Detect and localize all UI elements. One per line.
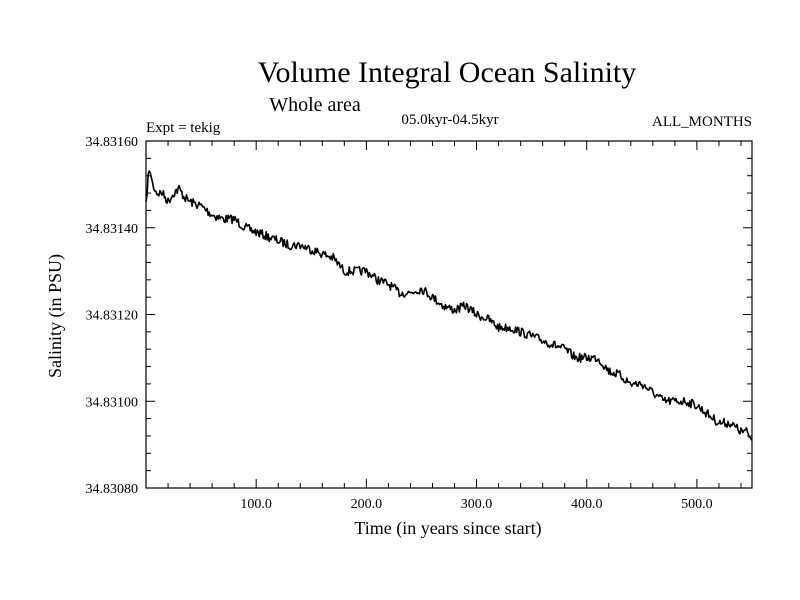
y-tick-label: 34.83120 [86, 309, 139, 324]
expt-label: Expt = tekig [146, 120, 221, 136]
y-tick-label: 34.83080 [86, 482, 139, 497]
x-axis-label: Time (in years since start) [354, 518, 541, 539]
y-tick-label: 34.83160 [86, 135, 139, 150]
chart-title: Volume Integral Ocean Salinity [258, 56, 637, 89]
x-tick-label: 100.0 [240, 497, 272, 512]
y-axis-label: Salinity (in PSU) [45, 254, 66, 378]
months-label: ALL_MONTHS [652, 114, 752, 130]
chart-subtitle: Whole area [269, 94, 361, 116]
axis-ticks [146, 141, 752, 488]
series-layer [145, 170, 753, 441]
plot-frame [145, 140, 753, 489]
salinity-series-line [145, 170, 753, 441]
x-tick-label: 400.0 [571, 497, 603, 512]
x-tick-label: 200.0 [351, 497, 383, 512]
tick-labels: 100.0 200.0 300.0 400.0 500.0 34.83080 34.8310… [86, 135, 713, 512]
x-tick-label: 300.0 [461, 497, 493, 512]
period-label: 05.0kyr-04.5kyr [401, 112, 498, 128]
y-tick-label: 34.83100 [86, 395, 139, 410]
x-tick-label: 500.0 [681, 497, 713, 512]
y-tick-label: 34.83140 [86, 222, 139, 237]
